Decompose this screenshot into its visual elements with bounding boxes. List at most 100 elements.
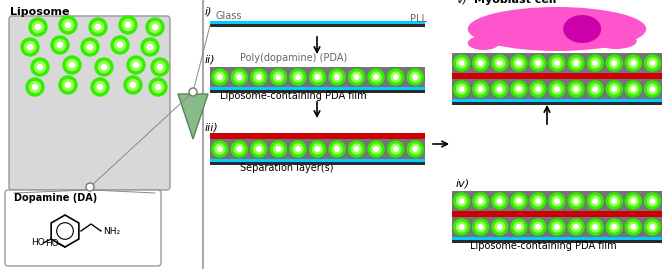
Circle shape <box>66 83 70 87</box>
Circle shape <box>59 16 77 34</box>
Circle shape <box>459 225 464 229</box>
Circle shape <box>516 87 521 91</box>
Circle shape <box>374 147 379 151</box>
Circle shape <box>273 72 283 82</box>
Circle shape <box>27 44 32 49</box>
Circle shape <box>571 58 581 68</box>
Circle shape <box>555 87 559 91</box>
Circle shape <box>475 222 485 232</box>
Bar <box>452 53 662 73</box>
Circle shape <box>146 18 164 36</box>
Circle shape <box>650 87 654 91</box>
Bar <box>452 240 662 243</box>
Circle shape <box>66 23 70 27</box>
Circle shape <box>98 61 109 73</box>
Circle shape <box>117 43 123 48</box>
Circle shape <box>86 183 94 191</box>
Circle shape <box>127 56 145 74</box>
Circle shape <box>58 43 62 48</box>
Circle shape <box>149 22 160 33</box>
Circle shape <box>629 222 638 232</box>
Text: Glass: Glass <box>215 11 241 21</box>
Circle shape <box>629 58 638 68</box>
Circle shape <box>648 196 658 206</box>
Circle shape <box>650 225 654 229</box>
Circle shape <box>29 82 40 93</box>
Circle shape <box>574 87 578 91</box>
Circle shape <box>51 36 69 54</box>
Circle shape <box>147 44 152 49</box>
Circle shape <box>574 199 578 203</box>
Circle shape <box>497 199 502 203</box>
Circle shape <box>388 69 404 85</box>
Circle shape <box>410 72 420 82</box>
Circle shape <box>516 225 521 229</box>
Circle shape <box>511 193 527 209</box>
Bar <box>452 191 662 211</box>
Circle shape <box>629 84 638 94</box>
Circle shape <box>473 193 489 209</box>
Circle shape <box>516 199 521 203</box>
Circle shape <box>587 219 603 235</box>
Circle shape <box>119 16 137 34</box>
Circle shape <box>59 76 77 94</box>
Circle shape <box>631 87 636 91</box>
Circle shape <box>151 58 169 76</box>
Circle shape <box>271 69 286 85</box>
Circle shape <box>457 84 467 94</box>
Circle shape <box>131 59 142 70</box>
Text: NH₂: NH₂ <box>103 227 120 236</box>
Circle shape <box>590 222 600 232</box>
Circle shape <box>473 219 489 235</box>
Circle shape <box>231 69 247 85</box>
Text: Liposome-containing PDA film: Liposome-containing PDA film <box>470 241 617 251</box>
Circle shape <box>590 196 600 206</box>
Circle shape <box>492 193 508 209</box>
Circle shape <box>257 147 261 151</box>
Text: v): v) <box>456 0 467 5</box>
Circle shape <box>254 72 264 82</box>
Circle shape <box>571 222 581 232</box>
Circle shape <box>625 81 641 97</box>
Bar <box>210 139 425 159</box>
Bar <box>452 217 662 237</box>
Circle shape <box>237 75 241 79</box>
Circle shape <box>231 141 247 157</box>
Circle shape <box>38 65 42 69</box>
Bar <box>452 237 662 240</box>
Circle shape <box>215 72 225 82</box>
Circle shape <box>124 76 142 94</box>
Circle shape <box>70 62 74 68</box>
Circle shape <box>495 84 505 94</box>
Circle shape <box>648 84 658 94</box>
Circle shape <box>32 22 44 33</box>
Circle shape <box>606 81 623 97</box>
Circle shape <box>271 141 286 157</box>
Circle shape <box>354 147 359 151</box>
Circle shape <box>530 219 546 235</box>
Circle shape <box>152 24 158 30</box>
Circle shape <box>234 144 244 154</box>
Circle shape <box>536 225 540 229</box>
Bar <box>452 211 662 214</box>
Circle shape <box>530 55 546 71</box>
Text: ii): ii) <box>205 55 215 65</box>
Circle shape <box>587 193 603 209</box>
Circle shape <box>457 196 467 206</box>
Circle shape <box>36 24 40 30</box>
Circle shape <box>141 38 159 56</box>
Circle shape <box>606 193 623 209</box>
Circle shape <box>536 199 540 203</box>
Circle shape <box>475 84 485 94</box>
Circle shape <box>555 61 559 65</box>
Circle shape <box>571 84 581 94</box>
Circle shape <box>257 75 261 79</box>
Circle shape <box>149 78 167 96</box>
Circle shape <box>371 144 381 154</box>
Circle shape <box>511 81 527 97</box>
Circle shape <box>234 72 244 82</box>
Circle shape <box>351 72 361 82</box>
Circle shape <box>568 55 584 71</box>
Circle shape <box>310 141 326 157</box>
Circle shape <box>533 58 543 68</box>
